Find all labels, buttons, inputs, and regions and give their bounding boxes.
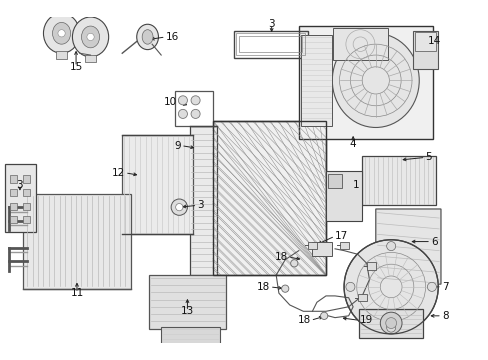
Circle shape [171, 199, 187, 215]
Bar [412, 31, 437, 69]
Bar [22, 216, 30, 224]
Text: 8: 8 [441, 311, 447, 321]
Bar [122, 135, 192, 234]
Circle shape [320, 312, 327, 319]
Text: 15: 15 [69, 62, 82, 72]
Text: 11: 11 [70, 288, 83, 298]
Text: 17: 17 [334, 231, 347, 241]
Text: 3: 3 [197, 201, 203, 210]
Bar [149, 275, 226, 329]
Ellipse shape [137, 24, 158, 50]
Circle shape [191, 96, 200, 105]
Bar [10, 189, 17, 196]
Circle shape [58, 30, 65, 37]
Bar [233, 31, 307, 58]
Bar [212, 121, 325, 275]
Bar [212, 121, 325, 275]
Bar [239, 36, 302, 52]
Text: 1: 1 [352, 180, 359, 189]
Bar [366, 262, 375, 270]
Circle shape [344, 240, 437, 334]
Bar [359, 309, 422, 338]
Text: 9: 9 [174, 141, 181, 150]
Bar [22, 189, 30, 196]
Text: 7: 7 [441, 282, 447, 292]
Bar [10, 216, 17, 224]
Polygon shape [375, 209, 440, 284]
Circle shape [178, 96, 187, 105]
Text: 16: 16 [165, 32, 179, 42]
Circle shape [380, 312, 401, 334]
Text: 18: 18 [297, 315, 310, 325]
Circle shape [290, 260, 297, 267]
Bar [56, 51, 67, 59]
Bar [10, 175, 17, 183]
Bar [327, 174, 342, 188]
Bar [325, 171, 362, 221]
Bar [22, 203, 30, 210]
Ellipse shape [142, 30, 153, 44]
Circle shape [281, 285, 288, 292]
Bar [174, 91, 212, 126]
Circle shape [178, 109, 187, 118]
Text: 4: 4 [349, 139, 356, 149]
Text: 3: 3 [268, 19, 274, 29]
Bar [332, 28, 387, 59]
Bar [362, 156, 436, 205]
Ellipse shape [81, 26, 100, 48]
Text: 19: 19 [359, 315, 372, 325]
Circle shape [175, 203, 183, 211]
Text: 18: 18 [256, 282, 269, 292]
Bar [298, 26, 432, 139]
Bar [4, 164, 36, 231]
Bar [236, 33, 305, 55]
Ellipse shape [72, 17, 108, 57]
Bar [161, 327, 220, 347]
Text: 14: 14 [427, 36, 440, 46]
Text: 5: 5 [425, 152, 431, 162]
Circle shape [427, 282, 436, 291]
Bar [300, 35, 332, 126]
Bar [196, 135, 212, 261]
Bar [307, 242, 316, 249]
Circle shape [87, 33, 94, 41]
Text: 12: 12 [111, 168, 125, 178]
Bar [339, 242, 348, 249]
Text: 13: 13 [181, 306, 194, 316]
Text: 6: 6 [430, 237, 437, 247]
Circle shape [386, 242, 395, 251]
Text: 3: 3 [17, 180, 23, 189]
Ellipse shape [332, 33, 418, 127]
Bar [357, 294, 366, 301]
Bar [22, 175, 30, 183]
Circle shape [345, 282, 354, 291]
Ellipse shape [52, 22, 70, 44]
Ellipse shape [43, 13, 80, 53]
Text: 18: 18 [274, 252, 287, 262]
Circle shape [385, 318, 396, 329]
Bar [190, 126, 217, 275]
Text: 10: 10 [163, 97, 176, 107]
Circle shape [191, 109, 200, 118]
Circle shape [386, 323, 395, 332]
Bar [85, 55, 96, 62]
Bar [22, 194, 131, 289]
Bar [10, 203, 17, 210]
Bar [414, 32, 436, 50]
Bar [312, 242, 332, 256]
